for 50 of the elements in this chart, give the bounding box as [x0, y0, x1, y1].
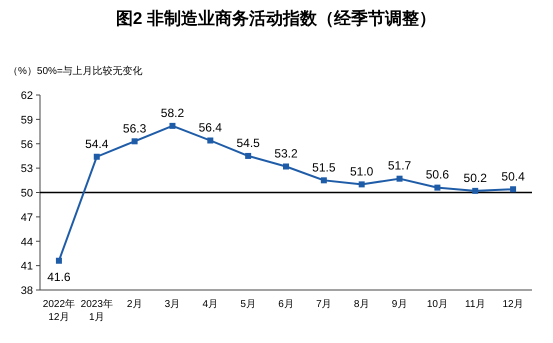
point [396, 176, 403, 182]
text: 56.4 [198, 120, 222, 134]
point [320, 177, 327, 184]
point [94, 154, 100, 160]
text: 50.4 [501, 169, 525, 184]
text: 50.6 [426, 168, 450, 182]
x-tick-label: 12月 [502, 299, 524, 310]
x-tick-label: 10月 [426, 299, 448, 310]
text: 41.6 [47, 270, 71, 284]
y-tick-label: 62 [20, 90, 33, 102]
x-tick-label: 8月 [354, 299, 370, 310]
point [510, 186, 516, 192]
x-tick-label: 11月 [465, 299, 486, 310]
text: 53.2 [274, 146, 298, 160]
point [472, 188, 478, 194]
x-tick-label: 2022年 12月 [42, 298, 76, 323]
text: 50.2 [464, 170, 487, 185]
x-tick-label: 7月 [316, 299, 332, 310]
text: 56.3 [122, 121, 146, 136]
y-tick-label: 50 [20, 188, 33, 200]
text: 51.0 [350, 164, 374, 178]
point [283, 164, 289, 170]
y-tick-label: 56 [20, 138, 33, 151]
y-axis-title: （%）50%=与上月比较无变化 [8, 65, 143, 77]
point [56, 258, 62, 264]
point [132, 138, 138, 144]
text: 51.7 [388, 158, 412, 173]
x-tick-label: 9月 [392, 299, 408, 310]
y-tick-label: 44 [20, 236, 33, 248]
point [245, 152, 252, 159]
x-tick-label: 2月 [126, 299, 142, 310]
y-tick-label: 41 [20, 260, 33, 273]
point [207, 138, 214, 144]
x-tick-label: 5月 [240, 299, 256, 310]
y-tick-label: 38 [20, 285, 33, 297]
point [169, 122, 176, 129]
point [434, 184, 440, 191]
text: 58.2 [160, 106, 184, 120]
x-tick-label: 3月 [164, 299, 180, 310]
x-tick-label: 2023年 1月 [80, 298, 113, 323]
y-tick-label: 47 [20, 212, 33, 224]
text: 54.4 [85, 136, 108, 151]
point [358, 181, 365, 188]
text: 54.5 [236, 136, 260, 150]
x-tick-label: 4月 [202, 299, 218, 310]
y-tick-label: 59 [20, 114, 33, 126]
y-tick-label: 53 [20, 163, 33, 176]
chart-title: 图2 非制造业商务活动指数（经季节调整） [116, 9, 436, 28]
text: 51.5 [312, 160, 336, 174]
x-tick-label: 6月 [278, 299, 294, 310]
